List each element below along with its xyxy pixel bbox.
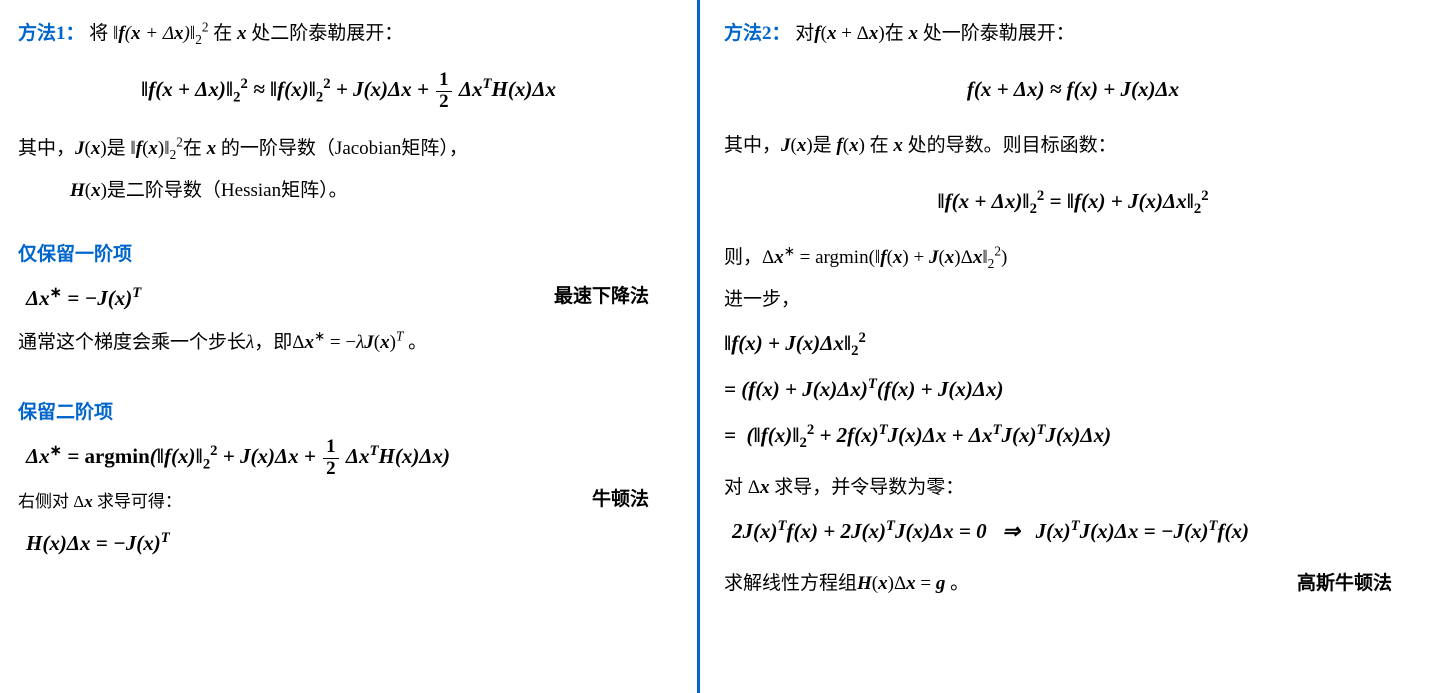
method2-label: 方法2： [724, 23, 791, 44]
method2-eq2: ‖f(x + Δx)‖22 = ‖f(x) + J(x)Δx‖22 [724, 182, 1422, 222]
method2-eq1: f(x + Δx) ≈ f(x) + J(x)Δx [724, 70, 1422, 110]
method1-eq3: Δx∗ = argmin(‖f(x)‖22 + J(x)Δx + 12 ΔxTH… [18, 437, 679, 480]
method1-sub1: 仅保留一阶项 [18, 237, 679, 273]
method2-para5-line: 求解线性方程组H(x)Δx = g 。 高斯牛顿法 [724, 566, 1422, 602]
method1-block-second-order: 牛顿法 右侧对 Δx 求导可得： H(x)Δx = −J(x)T [18, 486, 679, 570]
method1-label: 方法1： [18, 23, 85, 44]
method1-title-text: 将 ‖f(x + Δx)‖22 在 x 处二阶泰勒展开： [89, 23, 403, 44]
method1-para1b: H(x)是二阶导数（Hessian矩阵）。 [18, 173, 679, 209]
gauss-newton-tag: 高斯牛顿法 [1297, 566, 1392, 602]
method1-title-line: 方法1： 将 ‖f(x + Δx)‖22 在 x 处二阶泰勒展开： [18, 16, 679, 52]
method1-sub2: 保留二阶项 [18, 395, 679, 431]
method2-eq3c: = (‖f(x)‖22 + 2f(x)TJ(x)Δx + ΔxTJ(x)TJ(x… [724, 416, 1422, 456]
method2-eq4: 2J(x)Tf(x) + 2J(x)TJ(x)Δx = 0 ⇒ J(x)TJ(x… [724, 512, 1422, 552]
page-root: 方法1： 将 ‖f(x + Δx)‖22 在 x 处二阶泰勒展开： ‖f(x +… [0, 0, 1440, 693]
method1-column: 方法1： 将 ‖f(x + Δx)‖22 在 x 处二阶泰勒展开： ‖f(x +… [0, 0, 700, 693]
method2-para3: 进一步， [724, 282, 1422, 318]
method1-eq1: ‖f(x + Δx)‖22 ≈ ‖f(x)‖22 + J(x)Δx + 12 Δ… [18, 70, 679, 113]
method2-eq3a: ‖f(x) + J(x)Δx‖22 [724, 324, 1422, 364]
method2-para2: 则，Δx∗ = argmin(‖f(x) + J(x)Δx‖22) [724, 240, 1422, 276]
method1-para3: 右侧对 Δx 求导可得： [18, 486, 679, 518]
method1-eq4: H(x)Δx = −J(x)T [18, 524, 679, 564]
method2-para4: 对 Δx 求导，并令导数为零： [724, 470, 1422, 506]
method2-para1: 其中，J(x)是 f(x) 在 x 处的导数。则目标函数： [724, 128, 1422, 164]
method2-title-line: 方法2： 对f(x + Δx)在 x 处一阶泰勒展开： [724, 16, 1422, 52]
method1-para1a: 其中，J(x)是 ‖f(x)‖22在 x 的一阶导数（Jacobian矩阵）， [18, 131, 679, 167]
method2-eq3b: = (f(x) + J(x)Δx)T(f(x) + J(x)Δx) [724, 370, 1422, 410]
newton-tag: 牛顿法 [592, 482, 649, 518]
steepest-descent-tag: 最速下降法 [554, 279, 649, 315]
method1-para2: 通常这个梯度会乘一个步长λ，即Δx∗ = −λJ(x)T 。 [18, 325, 679, 361]
method2-title-text: 对f(x + Δx)在 x 处一阶泰勒展开： [795, 23, 1074, 44]
method2-column: 方法2： 对f(x + Δx)在 x 处一阶泰勒展开： f(x + Δx) ≈ … [700, 0, 1440, 693]
method1-block-first-order: 最速下降法 Δx∗ = −J(x)T 通常这个梯度会乘一个步长λ，即Δx∗ = … [18, 279, 679, 367]
method2-para5: 求解线性方程组H(x)Δx = g 。 [724, 573, 969, 594]
